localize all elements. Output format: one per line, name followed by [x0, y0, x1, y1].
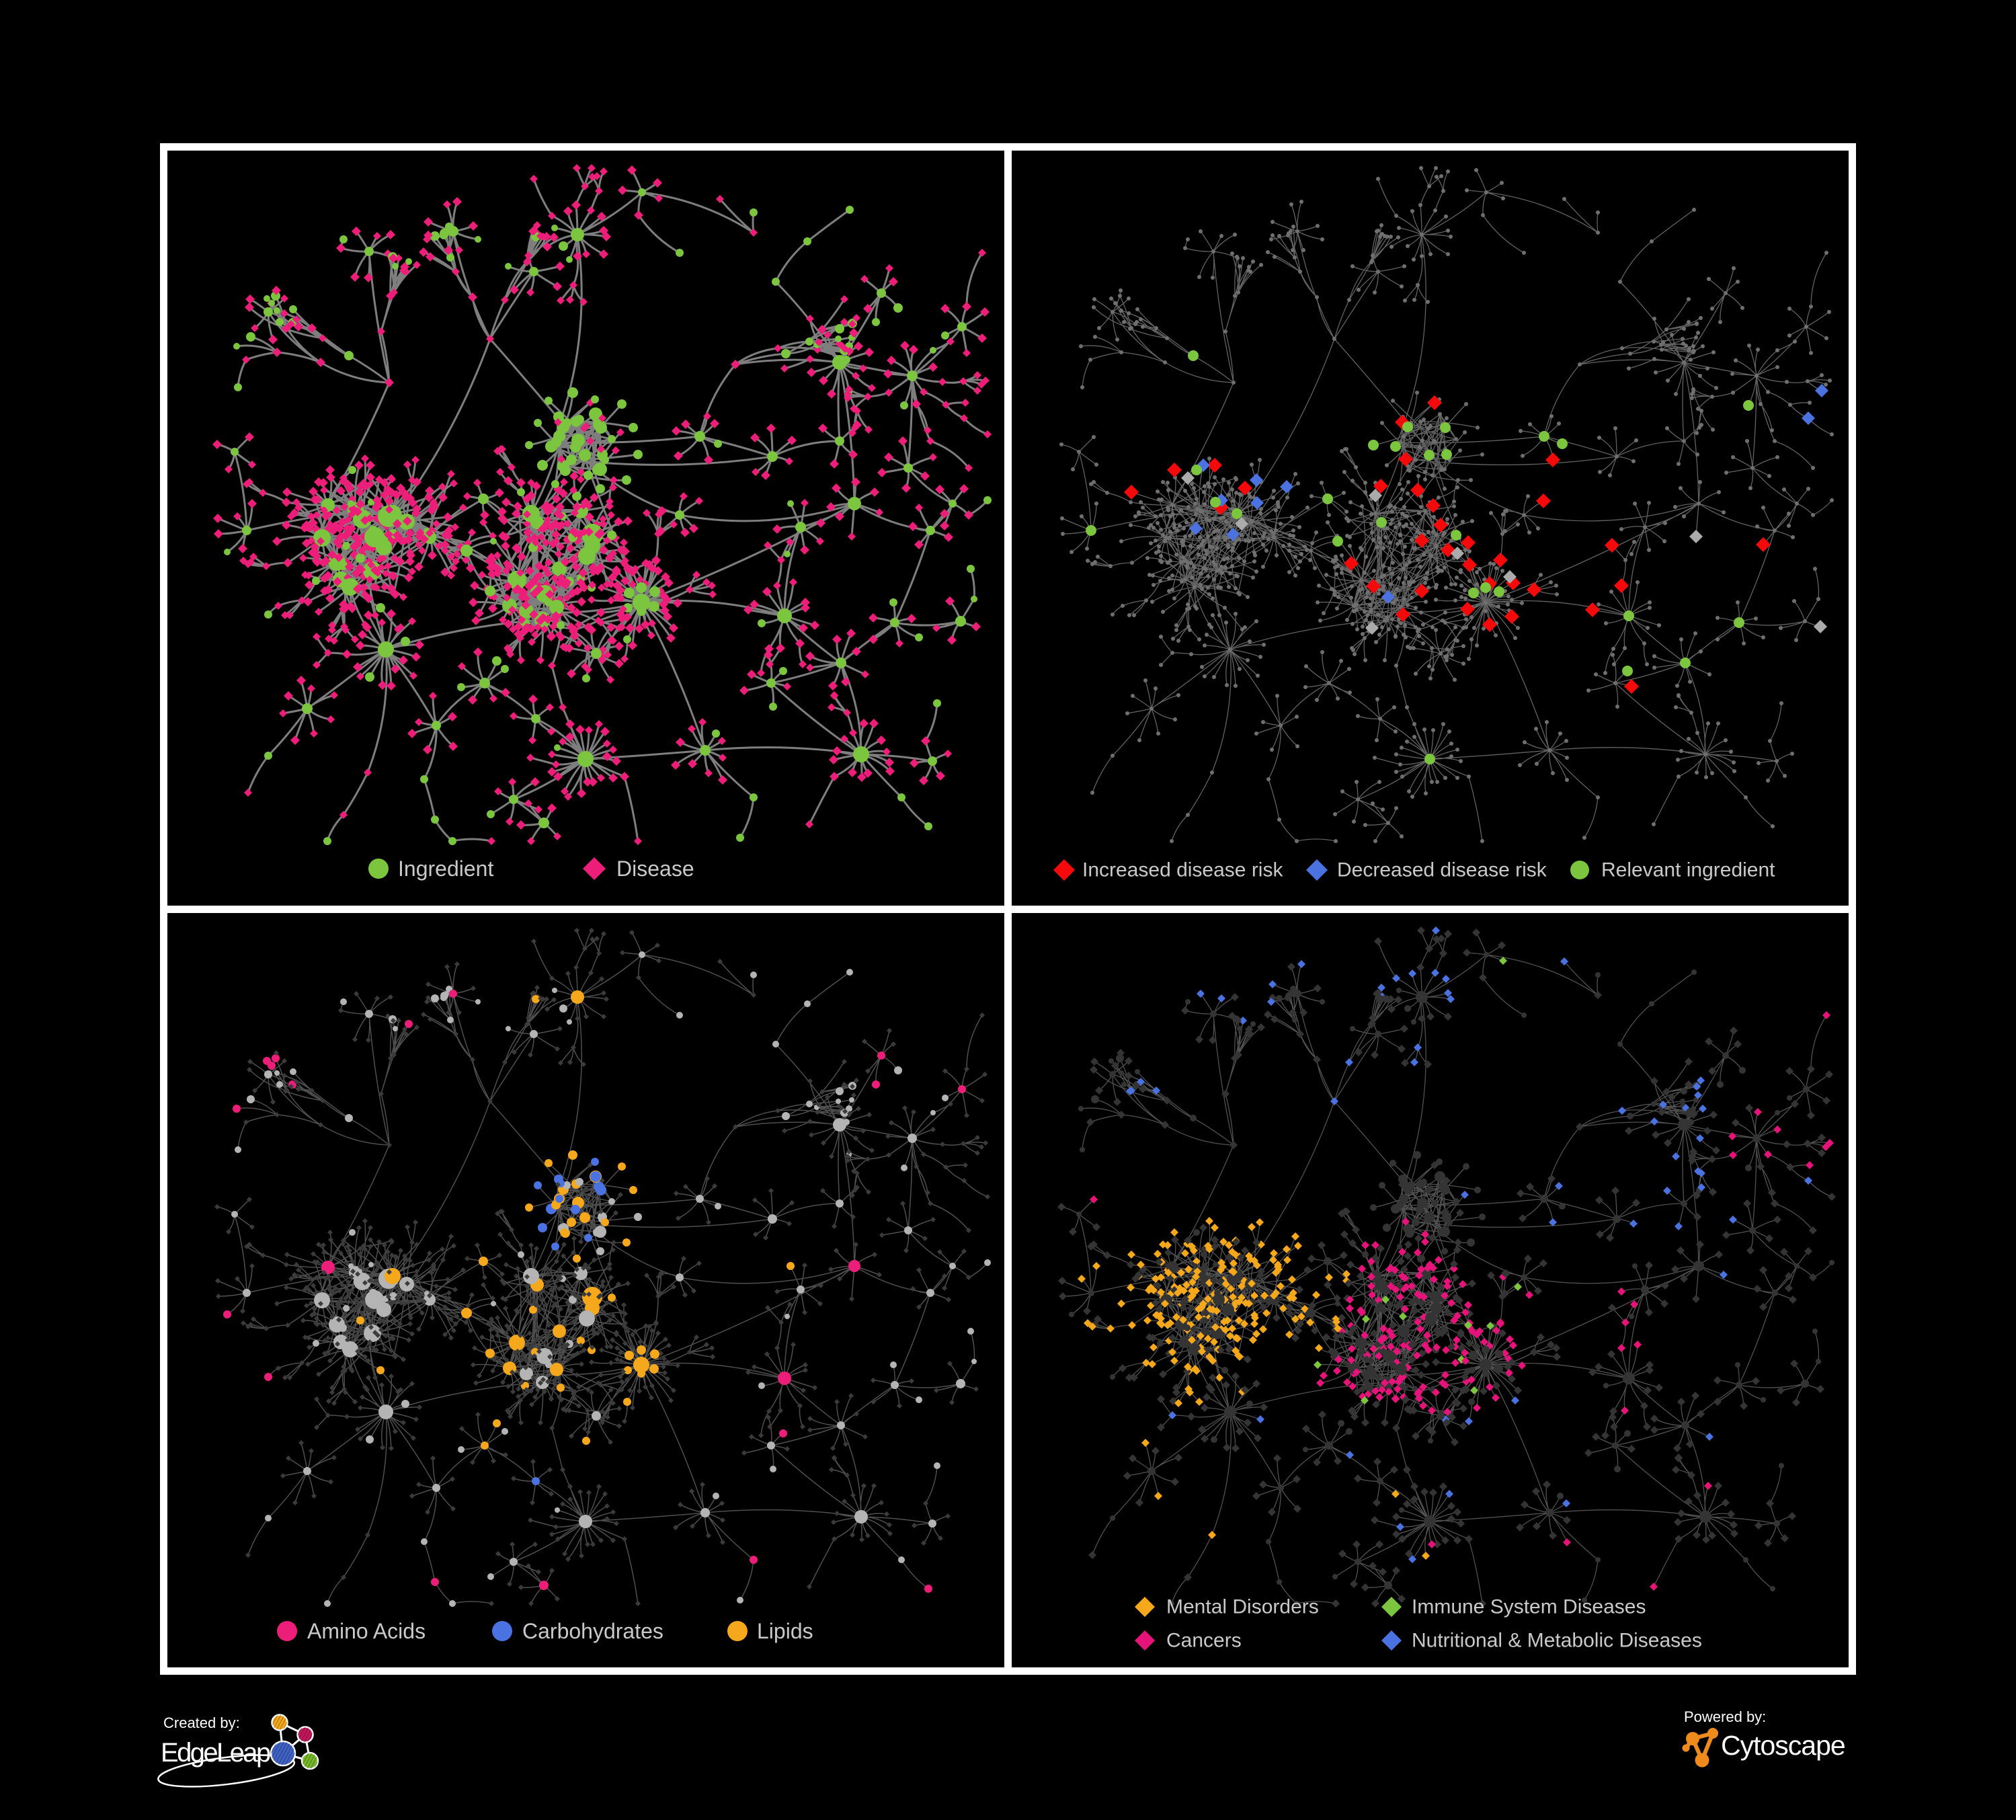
svg-text:Disease: Disease [616, 857, 694, 881]
svg-text:Nutritional & Metabolic Diseas: Nutritional & Metabolic Diseases [1412, 1630, 1702, 1652]
svg-text:Powered by:: Powered by: [1684, 1708, 1766, 1725]
svg-text:Carbohydrates: Carbohydrates [522, 1619, 663, 1643]
svg-text:Mental Disorders: Mental Disorders [1166, 1596, 1319, 1618]
svg-text:Created by:: Created by: [163, 1714, 240, 1731]
svg-text:Decreased disease risk: Decreased disease risk [1337, 859, 1547, 881]
svg-text:Cytoscape: Cytoscape [1721, 1730, 1845, 1761]
svg-text:Amino Acids: Amino Acids [307, 1619, 426, 1643]
svg-text:Relevant ingredient: Relevant ingredient [1601, 859, 1775, 881]
svg-text:Increased disease risk: Increased disease risk [1082, 859, 1283, 881]
svg-text:Immune System Diseases: Immune System Diseases [1412, 1596, 1646, 1618]
svg-text:Cancers: Cancers [1166, 1630, 1242, 1652]
svg-text:EdgeLeap: EdgeLeap [161, 1738, 270, 1768]
svg-text:Ingredient: Ingredient [398, 857, 493, 881]
svg-text:Lipids: Lipids [757, 1619, 813, 1643]
